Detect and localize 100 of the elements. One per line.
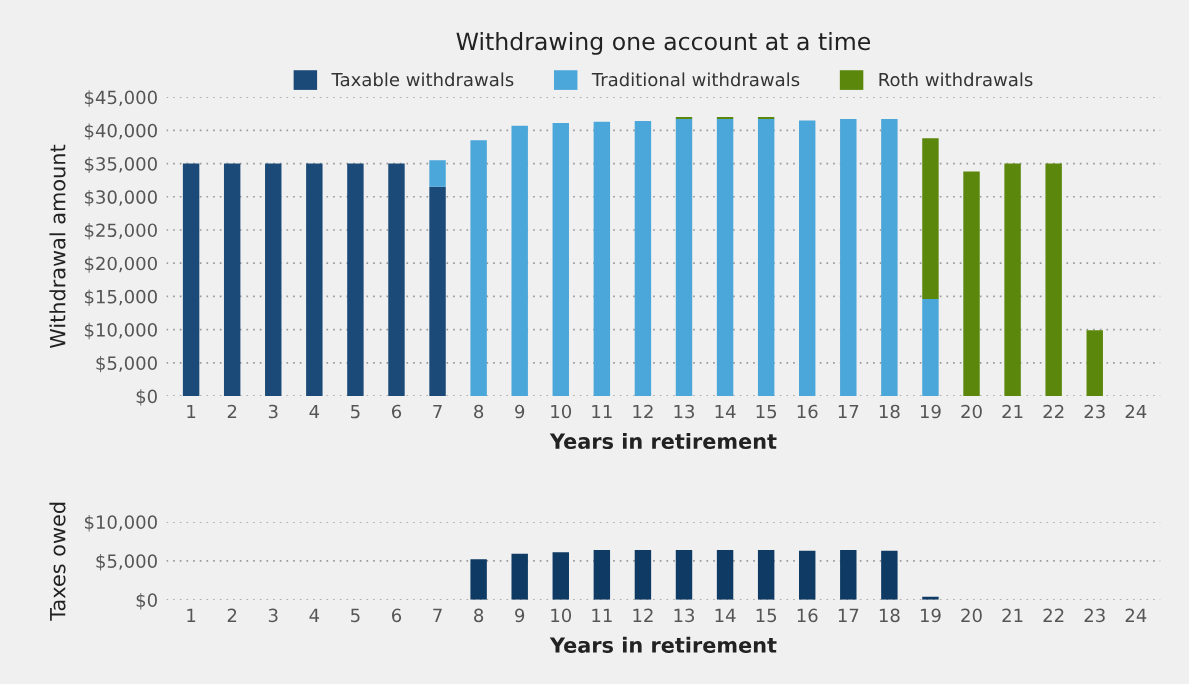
x-tick-label: 8: [474, 404, 484, 419]
y-tick-label: $15,000: [84, 289, 157, 306]
x-tick-label: 18: [879, 404, 900, 419]
x-tick-label: 2: [227, 404, 237, 419]
x-tick-label: 11: [592, 608, 612, 622]
bar: [388, 163, 405, 397]
y-tick-label: $0: [136, 593, 157, 610]
bar: [1086, 330, 1103, 397]
bar: [675, 119, 693, 397]
bar: [840, 549, 857, 600]
y-axis-title: Taxes owed: [49, 502, 66, 621]
y-tick-label: $5,000: [96, 554, 157, 571]
x-tick-label: 13: [674, 608, 695, 623]
x-tick-label: 9: [515, 404, 525, 419]
x-tick-label: 3: [268, 404, 278, 419]
y-tick-label: $5,000: [96, 355, 157, 373]
x-tick-label: 20: [961, 608, 982, 623]
x-tick-label: 4: [309, 404, 320, 419]
x-tick-label: 1: [187, 404, 196, 419]
x-tick-label: 16: [797, 404, 818, 419]
bar: [881, 550, 898, 600]
bar: [593, 549, 611, 600]
bar: [922, 299, 939, 397]
y-tick-label: $25,000: [84, 223, 157, 240]
y-axis-title: Withdrawal amount: [49, 144, 66, 349]
bar: [1004, 163, 1021, 397]
x-tick-label: 24: [1125, 608, 1147, 622]
x-tick-label: 5: [351, 608, 360, 623]
y-tick-label: $20,000: [84, 256, 157, 273]
y-tick-label: $30,000: [84, 189, 157, 207]
x-tick-label: 9: [515, 608, 525, 623]
x-tick-label: 16: [797, 608, 818, 623]
x-tick-label: 18: [879, 608, 900, 623]
bar: [840, 119, 857, 397]
bar: [429, 160, 446, 187]
x-tick-label: 19: [920, 404, 941, 419]
x-tick-label: 11: [592, 404, 612, 419]
y-tick-label: $35,000: [84, 156, 157, 174]
bar: [881, 119, 898, 397]
x-tick-label: 22: [1043, 608, 1064, 622]
x-tick-label: 20: [961, 404, 982, 419]
y-tick-label: $0: [136, 389, 157, 406]
x-tick-label: 6: [391, 404, 402, 419]
bar: [511, 125, 528, 397]
x-tick-label: 3: [268, 608, 278, 623]
bar: [552, 123, 569, 397]
bar: [634, 121, 652, 397]
bar: [429, 186, 446, 397]
bar: [757, 549, 775, 600]
bar: [552, 552, 569, 600]
bar: [470, 140, 487, 397]
x-axis-title: Years in retirement: [549, 432, 777, 450]
y-tick-label: $45,000: [84, 90, 157, 107]
bar: [182, 163, 200, 397]
x-tick-label: 23: [1084, 608, 1105, 623]
legend-label: Traditional withdrawals: [591, 72, 800, 87]
x-tick-label: 17: [838, 608, 859, 622]
bar: [511, 553, 528, 600]
bar: [634, 549, 652, 600]
x-tick-label: 12: [633, 608, 653, 622]
bar: [799, 120, 816, 397]
x-tick-label: 2: [227, 608, 237, 622]
x-tick-label: 15: [756, 608, 777, 623]
y-tick-label: $10,000: [84, 322, 157, 340]
bar: [799, 550, 816, 600]
y-tick-label: $10,000: [84, 515, 157, 532]
x-tick-label: 5: [351, 404, 360, 419]
bar: [265, 163, 282, 397]
x-tick-label: 22: [1043, 404, 1064, 419]
x-tick-label: 13: [674, 404, 695, 419]
x-tick-label: 10: [551, 608, 572, 623]
chart-title: Withdrawing one account at a time: [456, 31, 871, 55]
bar: [1045, 163, 1062, 397]
bar: [922, 138, 939, 300]
bar: [757, 119, 775, 397]
legend-label: Taxable withdrawals: [331, 72, 514, 87]
x-tick-label: 14: [715, 608, 736, 622]
bar: [716, 119, 734, 397]
x-tick-label: 8: [474, 608, 484, 623]
bar: [306, 163, 323, 397]
x-tick-label: 4: [309, 608, 320, 622]
x-tick-label: 1: [187, 608, 196, 622]
x-tick-label: 19: [920, 608, 941, 623]
x-tick-label: 17: [838, 404, 859, 419]
x-tick-label: 24: [1125, 404, 1147, 419]
bar: [347, 163, 364, 397]
bar: [675, 549, 693, 600]
x-tick-label: 7: [433, 404, 442, 419]
x-tick-label: 21: [1002, 404, 1023, 419]
x-tick-label: 12: [633, 404, 653, 419]
legend-label: Roth withdrawals: [879, 72, 1033, 87]
x-tick-label: 21: [1002, 608, 1023, 622]
x-tick-label: 7: [433, 608, 442, 622]
bar: [470, 559, 487, 600]
x-axis-title: Years in retirement: [549, 636, 777, 653]
bar: [223, 163, 241, 397]
x-tick-label: 10: [551, 404, 572, 419]
x-tick-label: 23: [1084, 404, 1105, 419]
bar: [716, 549, 734, 600]
y-tick-label: $40,000: [84, 123, 157, 140]
